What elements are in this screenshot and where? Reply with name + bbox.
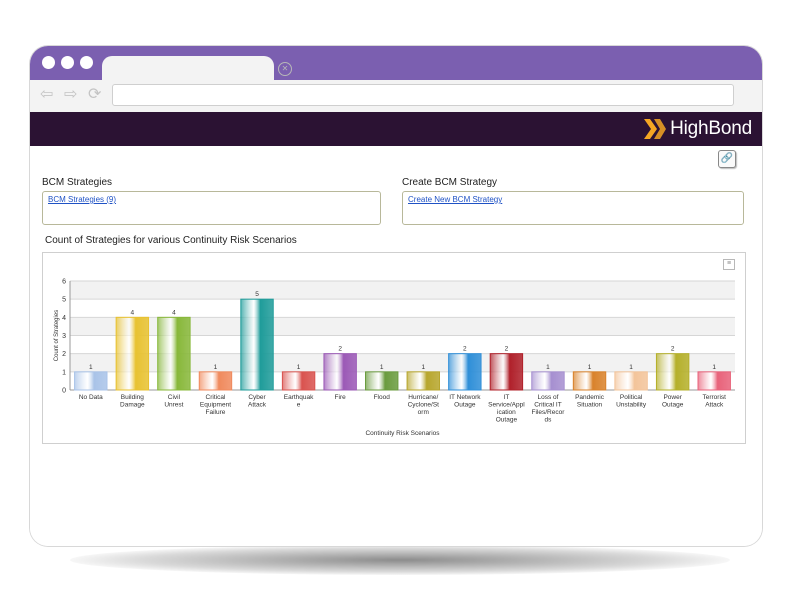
y-tick-label: 2 [62, 351, 66, 358]
data-label: 1 [89, 364, 93, 371]
highbond-logo-icon [644, 119, 667, 139]
close-icon[interactable]: ✕ [278, 62, 292, 76]
bar [281, 371, 316, 391]
x-tick-label: Critical Equipment Failure [200, 394, 231, 416]
bcm-strategies-panel: BCM Strategies (9) [42, 191, 381, 225]
create-bcm-strategy-label: Create BCM Strategy [402, 177, 498, 188]
grid-band [70, 317, 735, 336]
x-tick-label: Loss of Critical IT Files/Recor ds [532, 394, 566, 424]
data-label: 1 [712, 364, 716, 371]
x-tick-label: IT Service/Appl ication Outage [488, 394, 525, 424]
data-label: 1 [380, 364, 384, 371]
y-tick-label: 0 [62, 388, 66, 395]
tab-bar: ✕ [30, 46, 762, 82]
x-tick-label: Pandemic Situation [575, 394, 605, 409]
data-label: 1 [629, 364, 633, 371]
create-new-bcm-strategy-link[interactable]: Create New BCM Strategy [408, 195, 503, 204]
browser-window: ✕ ⇦ ⇨ ⟳ HighBond 🔗 BCM Strategies BCM St… [30, 46, 762, 546]
grid-band [70, 353, 735, 372]
bar [157, 316, 191, 391]
bar [240, 298, 274, 391]
y-tick-label: 5 [62, 297, 66, 304]
window-dot-close[interactable] [42, 56, 55, 69]
link-icon[interactable]: 🔗 [718, 150, 736, 168]
data-label: 2 [338, 346, 342, 353]
data-label: 1 [588, 364, 592, 371]
chart-container: ≡ 0 1 2 3 4 5 6 Count of Strategies 1 No Data 4 Bui… [42, 252, 746, 444]
arrow-right-icon[interactable]: ⇨ [64, 86, 78, 103]
brand-name: HighBond [670, 118, 752, 139]
bar [655, 353, 690, 391]
y-tick-label: 6 [62, 279, 66, 286]
reload-icon[interactable]: ⟳ [88, 86, 102, 103]
data-label: 2 [505, 346, 509, 353]
app-header: HighBond [30, 112, 762, 146]
data-label: 5 [255, 291, 259, 298]
bar [406, 371, 440, 391]
x-tick-label: Earthquak e [284, 394, 314, 409]
window-dot-maximize[interactable] [80, 56, 93, 69]
x-tick-label: No Data [79, 394, 103, 401]
x-tick-label: Fire [335, 394, 347, 401]
bar [115, 316, 150, 391]
bar-chart: 0 1 2 3 4 5 6 Count of Strategies 1 No Data 4 Build… [54, 279, 735, 437]
x-tick-label: Hurricane/Cyclone/St orm [408, 394, 440, 416]
browser-tab[interactable] [102, 56, 274, 82]
bar [572, 371, 607, 391]
data-label: 4 [172, 309, 176, 316]
arrow-left-icon[interactable]: ⇦ [40, 86, 54, 103]
x-tick-label: Power Outage [662, 394, 684, 409]
grid-band [70, 281, 735, 300]
data-label: 1 [214, 364, 218, 371]
x-axis-label: Continuity Risk Scenarios [365, 430, 440, 437]
hamburger-icon[interactable]: ≡ [723, 259, 735, 270]
data-label: 1 [421, 364, 425, 371]
bar [365, 371, 399, 391]
bar [697, 371, 731, 391]
bcm-strategies-label: BCM Strategies [42, 177, 113, 188]
address-bar[interactable] [112, 84, 734, 106]
x-tick-label: Political Unstability [616, 394, 647, 409]
data-label: 1 [297, 364, 301, 371]
x-tick-label: Cyber Attack [248, 394, 267, 409]
data-label: 2 [463, 346, 467, 353]
chart-title: Count of Strategies for various Continui… [45, 235, 297, 246]
y-axis-label: Count of Strategies [54, 310, 60, 361]
data-label: 2 [671, 346, 675, 353]
bcm-strategies-link[interactable]: BCM Strategies (9) [48, 195, 117, 204]
bar [448, 353, 482, 391]
window-dot-minimize[interactable] [61, 56, 74, 69]
bar [323, 353, 357, 391]
x-tick-label: Building Damage [120, 394, 145, 409]
bar [614, 371, 648, 391]
x-tick-label: Terrorist Attack [702, 394, 726, 409]
bar [489, 353, 524, 391]
bar [198, 371, 233, 391]
bar [531, 371, 565, 391]
browser-toolbar: ⇦ ⇨ ⟳ [30, 80, 762, 113]
x-tick-label: Civil Unrest [164, 394, 183, 409]
highbond-logo[interactable]: HighBond [644, 118, 752, 140]
y-tick-label: 1 [62, 369, 66, 376]
bar [74, 371, 108, 391]
y-tick-label: 3 [62, 333, 66, 340]
create-bcm-strategy-panel: Create New BCM Strategy [402, 191, 744, 225]
y-tick-label: 4 [62, 315, 66, 322]
data-label: 4 [131, 309, 135, 316]
x-tick-label: Flood [374, 394, 391, 401]
x-tick-label: IT Network Outage [449, 394, 481, 409]
device-shadow [70, 545, 730, 575]
data-label: 1 [546, 364, 550, 371]
main-content: 🔗 BCM Strategies BCM Strategies (9) Crea… [30, 146, 762, 546]
